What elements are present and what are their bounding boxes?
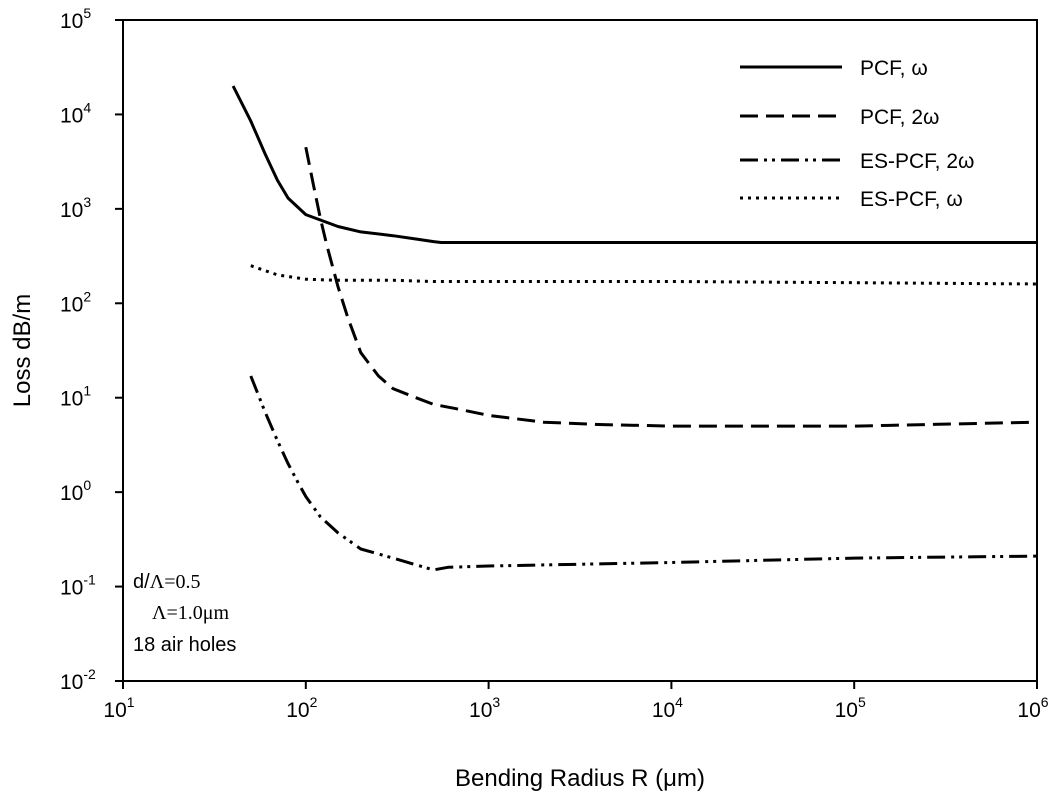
- x-tick-label: 106: [1017, 694, 1048, 722]
- legend-label-3: ES-PCF, 2ω: [860, 150, 974, 173]
- y-tick-label: 103: [60, 194, 91, 222]
- y-tick-label: 104: [60, 99, 91, 127]
- x-tick-label: 104: [652, 694, 683, 722]
- y-axis-title: Loss dB/m: [9, 294, 36, 407]
- series-line-4: [250, 264, 1038, 286]
- y-tick-label: 101: [60, 383, 91, 411]
- annotation-line-1: d/Λ=0.5: [133, 571, 200, 593]
- series-line-2: [304, 146, 1038, 428]
- series-line-3: [249, 375, 1038, 572]
- axes: 101 102 103 104 105 106 10-2 10-1 100 101 102 103 10…: [60, 5, 1049, 722]
- annotation-line-2: Λ=1.0μm: [152, 602, 230, 624]
- legend-label-4: ES-PCF, ω: [860, 188, 963, 211]
- y-tick-label: 100: [60, 477, 91, 505]
- annotation-box: d/Λ=0.5 Λ=1.0μm 18 air holes: [133, 571, 236, 656]
- annotation-line-3: 18 air holes: [133, 634, 236, 656]
- x-tick-label: 101: [103, 694, 134, 722]
- x-tick-label: 105: [835, 694, 866, 722]
- series-line-1: [231, 85, 1037, 244]
- legend-label-2: PCF, 2ω: [860, 106, 939, 129]
- y-tick-label: 10-2: [60, 666, 96, 694]
- x-axis-title: Bending Radius R (μm): [455, 765, 705, 792]
- y-tick-label: 105: [60, 5, 91, 33]
- y-tick-label: 10-1: [60, 572, 96, 600]
- legend: PCF, ω PCF, 2ω ES-PCF, 2ω ES-PCF, ω: [740, 57, 974, 211]
- x-tick-label: 103: [469, 694, 500, 722]
- series-layer: [231, 85, 1038, 572]
- y-tick-label: 102: [60, 288, 91, 316]
- x-tick-label: 102: [286, 694, 317, 722]
- plot-border: [122, 19, 1038, 682]
- plot-area: [122, 19, 1038, 682]
- legend-label-1: PCF, ω: [860, 57, 928, 80]
